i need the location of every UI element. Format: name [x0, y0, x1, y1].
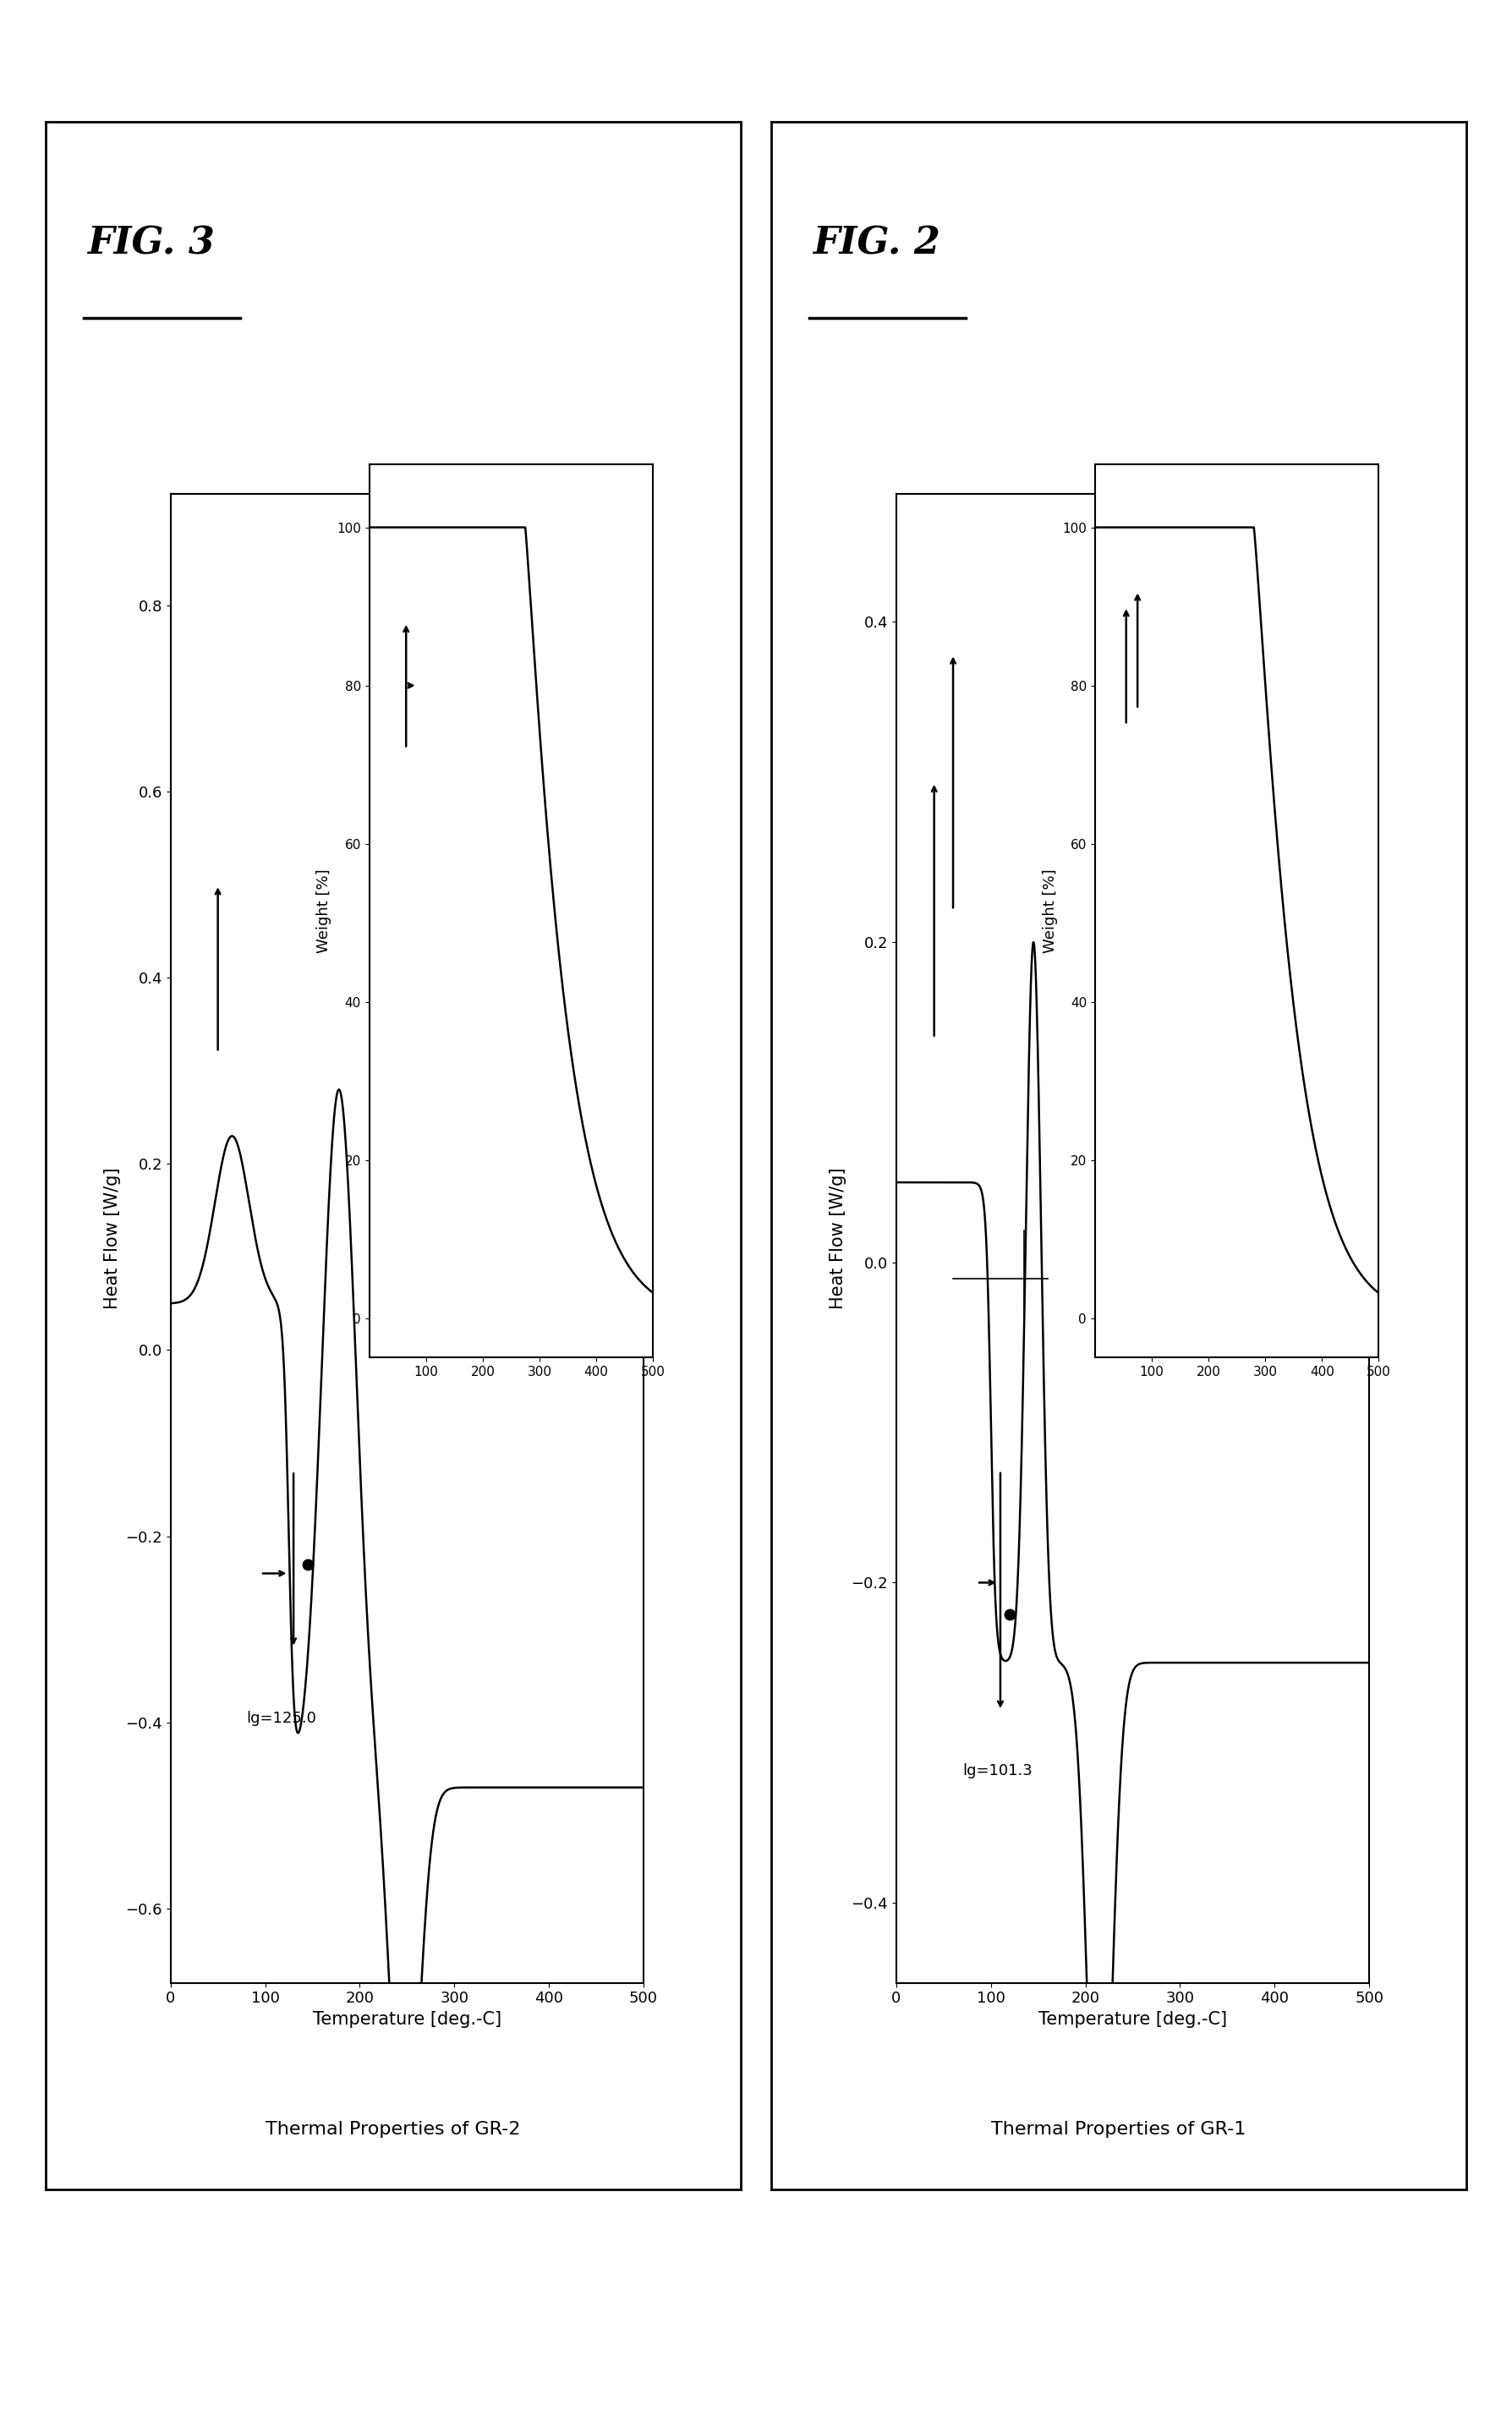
Y-axis label: Weight [%]: Weight [%]	[1042, 869, 1057, 954]
Text: Thermal Properties of GR-1: Thermal Properties of GR-1	[992, 2122, 1246, 2139]
Text: lg=125.0: lg=125.0	[246, 1710, 316, 1725]
Text: FIG. 2: FIG. 2	[813, 224, 940, 260]
Text: Thermal Properties of GR-2: Thermal Properties of GR-2	[266, 2122, 520, 2139]
Text: FIG. 3: FIG. 3	[88, 224, 215, 260]
X-axis label: Temperature [deg.-C]: Temperature [deg.-C]	[313, 2012, 502, 2029]
Y-axis label: Weight [%]: Weight [%]	[316, 869, 331, 954]
Text: lg=101.3: lg=101.3	[963, 1764, 1033, 1779]
Y-axis label: Heat Flow [W/g]: Heat Flow [W/g]	[830, 1168, 847, 1309]
Y-axis label: Heat Flow [W/g]: Heat Flow [W/g]	[104, 1168, 121, 1309]
X-axis label: Temperature [deg.-C]: Temperature [deg.-C]	[1039, 2012, 1228, 2029]
